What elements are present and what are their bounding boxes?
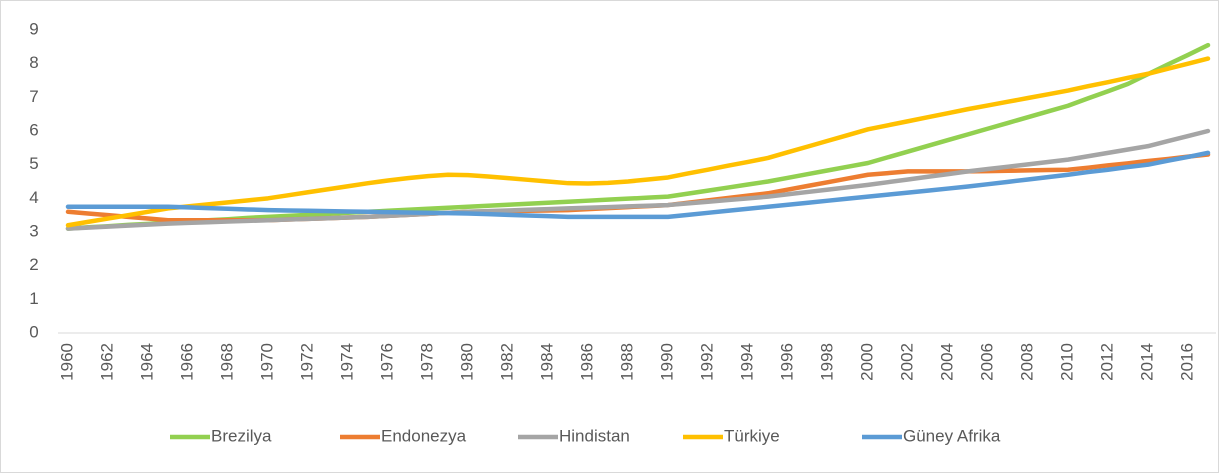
legend-label: Brezilya [211,426,272,445]
x-tick-label: 2002 [897,343,916,381]
y-tick-label: 3 [29,221,38,240]
y-tick-label: 0 [29,322,38,341]
x-tick-label: 1960 [57,343,76,381]
series-line [65,150,1211,220]
x-tick-label: 2010 [1057,343,1076,381]
x-tick-label: 1992 [697,343,716,381]
y-tick-label: 1 [29,289,38,308]
x-tick-label: 1962 [97,343,116,381]
series-line [65,42,1211,231]
y-tick-label: 6 [29,120,38,139]
y-tick-label: 5 [29,154,38,173]
x-tick-label: 1998 [817,343,836,381]
x-tick-label: 1994 [737,343,756,381]
x-tick-label: 1996 [777,343,796,381]
series-line [65,128,1211,231]
legend-label: Endonezya [381,426,467,445]
series-line [65,56,1211,228]
x-tick-label: 1976 [377,343,396,381]
x-tick-label: 1986 [577,343,596,381]
x-tick-label: 1980 [457,343,476,381]
x-tick-label: 1966 [177,343,196,381]
legend-label: Hindistan [559,426,630,445]
x-tick-label: 2014 [1137,343,1156,381]
x-tick-label: 2000 [857,343,876,381]
x-tick-label: 1982 [497,343,516,381]
x-tick-label: 1984 [537,343,556,381]
x-tick-label: 1968 [217,343,236,381]
x-tick-label: 2006 [977,343,996,381]
x-tick-label: 2016 [1177,343,1196,381]
y-tick-label: 2 [29,255,38,274]
x-tick-label: 1972 [297,343,316,381]
x-tick-label: 1978 [417,343,436,381]
x-tick-label: 2012 [1097,343,1116,381]
y-tick-label: 8 [29,53,38,72]
legend-label: Türkiye [724,426,780,445]
y-tick-label: 9 [29,19,38,38]
y-tick-label: 7 [29,87,38,106]
x-tick-label: 1974 [337,343,356,381]
x-tick-label: 2008 [1017,343,1036,381]
legend-label: Güney Afrika [903,426,1001,445]
x-tick-label: 1970 [257,343,276,381]
x-tick-label: 1990 [657,343,676,381]
x-tick-label: 2004 [937,343,956,381]
x-tick-label: 1988 [617,343,636,381]
x-tick-label: 1964 [137,343,156,381]
y-tick-label: 4 [29,188,38,207]
